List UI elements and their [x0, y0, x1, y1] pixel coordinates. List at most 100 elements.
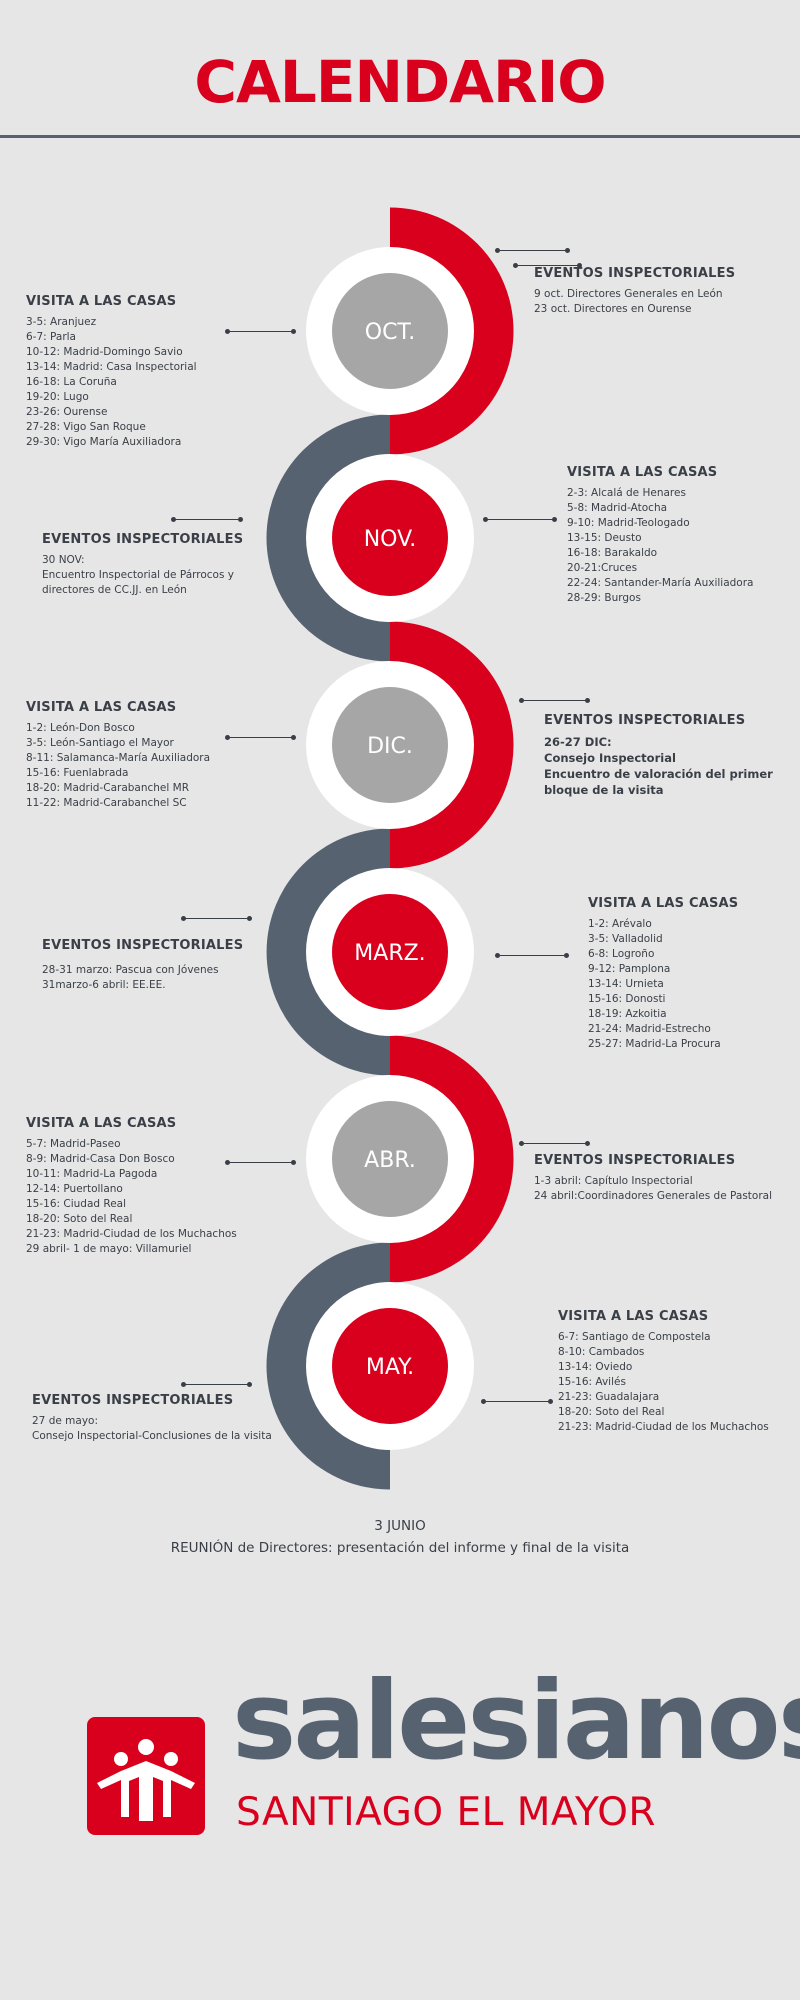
- entry-line: 31marzo-6 abril: EE.EE.: [42, 979, 166, 991]
- month-disc: [332, 480, 448, 596]
- left-entry-3: EVENTOS INSPECTORIALES 28-31 marzo: Pascu…: [42, 938, 342, 993]
- entry-line: bloque de la visita: [544, 783, 664, 797]
- entry-line: 15-16: Fuenlabrada: [26, 767, 129, 779]
- entry-line: 6-7: Parla: [26, 331, 76, 343]
- entry-heading: EVENTOS INSPECTORIALES: [32, 1393, 234, 1408]
- entry-line: Encuentro Inspectorial de Párrocos y: [42, 569, 234, 581]
- left-entry-2: VISITA A LAS CASAS 1-2: León-Don Bosco 3-5…: [26, 700, 326, 811]
- entry-line: 10-11: Madrid-La Pagoda: [26, 1168, 158, 1180]
- entry-line: 16-18: Barakaldo: [567, 547, 658, 559]
- right-entry-5: VISITA A LAS CASAS 6-7: Santiago de Compo…: [558, 1309, 800, 1435]
- entry-line: 1-3 abril: Capítulo Inspectorial: [534, 1175, 693, 1187]
- entry-line: 28-29: Burgos: [567, 592, 641, 604]
- logo-subtitle: SANTIAGO EL MAYOR: [236, 1790, 657, 1835]
- connector-line: [225, 735, 296, 740]
- entry-line: 3-5: Valladolid: [588, 933, 663, 945]
- entry-line: 10-12: Madrid-Domingo Savio: [26, 346, 183, 358]
- connector-line: [513, 263, 582, 268]
- month-label: MARZ.: [354, 941, 425, 966]
- entry-line: 18-20: Soto del Real: [558, 1406, 665, 1418]
- entry-line: 24 abril:Coordinadores Generales de Past…: [534, 1190, 772, 1202]
- entry-line: 15-16: Donosti: [588, 993, 666, 1005]
- entry-line: 1-2: Arévalo: [588, 918, 652, 930]
- right-entry-2: EVENTOS INSPECTORIALES 26-27 DIC: Consejo …: [544, 713, 800, 798]
- entry-heading: EVENTOS INSPECTORIALES: [534, 1153, 736, 1168]
- entry-line: 8-11: Salamanca-María Auxiliadora: [26, 752, 211, 764]
- closing-text: REUNIÓN de Directores: presentación del …: [170, 1540, 630, 1556]
- entry-heading: VISITA A LAS CASAS: [558, 1309, 709, 1324]
- left-entry-1: EVENTOS INSPECTORIALES 30 NOV: Encuentro I…: [42, 532, 342, 598]
- entry-line: 9 oct. Directores Generales en León: [534, 288, 723, 300]
- connector-line: [181, 1382, 252, 1387]
- entry-line: 23-26: Ourense: [26, 406, 108, 418]
- entry-line: 25-27: Madrid-La Procura: [588, 1038, 721, 1050]
- month-disc: [332, 894, 448, 1010]
- right-entry-4: EVENTOS INSPECTORIALES 1-3 abril: Capítul…: [534, 1153, 800, 1204]
- entry-line: 9-12: Pamplona: [588, 963, 671, 975]
- page-title: CALENDARIO: [194, 48, 606, 116]
- entry-line: 11-22: Madrid-Carabanchel SC: [26, 797, 187, 809]
- entry-line: 6-8: Logroño: [588, 948, 655, 960]
- month-disc: [332, 1101, 448, 1217]
- entry-line: 15-16: Ciudad Real: [26, 1198, 127, 1210]
- entry-line: 18-20: Soto del Real: [26, 1213, 133, 1225]
- entry-line: 9-10: Madrid-Teologado: [567, 517, 690, 529]
- entry-line: 13-14: Madrid: Casa Inspectorial: [26, 361, 197, 373]
- entry-line: 20-21:Cruces: [567, 562, 638, 574]
- entry-line: 1-2: León-Don Bosco: [26, 722, 135, 734]
- month-label: ABR.: [364, 1148, 416, 1173]
- entry-line: 26-27 DIC:: [544, 735, 612, 749]
- entry-line: 6-7: Santiago de Compostela: [558, 1331, 711, 1343]
- entry-heading: VISITA A LAS CASAS: [26, 1116, 177, 1131]
- entry-line: 21-23: Guadalajara: [558, 1391, 660, 1403]
- entry-line: 21-23: Madrid-Ciudad de los Muchachos: [558, 1421, 769, 1433]
- connector-line: [495, 953, 569, 958]
- entry-line: Encuentro de valoración del primer: [544, 767, 773, 781]
- entry-line: 21-23: Madrid-Ciudad de los Muchachos: [26, 1228, 237, 1240]
- connector-line: [481, 1399, 553, 1404]
- salesianos-logo-icon: [87, 1717, 205, 1835]
- entry-line: 5-7: Madrid-Paseo: [26, 1138, 121, 1150]
- month-disc: [332, 273, 448, 389]
- right-entry-1: VISITA A LAS CASAS 2-3: Alcalá de Henares…: [567, 465, 800, 606]
- entry-line: 27 de mayo:: [32, 1415, 98, 1427]
- closing-date: 3 JUNIO: [374, 1518, 426, 1534]
- connector-line: [495, 248, 570, 253]
- entry-line: 23 oct. Directores en Ourense: [534, 303, 692, 315]
- month-disc: [332, 687, 448, 803]
- entry-heading: VISITA A LAS CASAS: [567, 465, 718, 480]
- left-entry-5: EVENTOS INSPECTORIALES 27 de mayo: Consejo…: [32, 1393, 332, 1444]
- logo-wordmark: salesianos: [232, 1659, 800, 1784]
- entry-heading: EVENTOS INSPECTORIALES: [534, 266, 736, 281]
- entry-line: 27-28: Vigo San Roque: [26, 421, 146, 433]
- entry-line: 5-8: Madrid-Atocha: [567, 502, 668, 514]
- connector-line: [171, 517, 243, 522]
- header-divider: [0, 135, 800, 138]
- left-entry-4: VISITA A LAS CASAS 5-7: Madrid-Paseo 8-9: …: [26, 1116, 326, 1257]
- entry-line: 12-14: Puertollano: [26, 1183, 123, 1195]
- entry-heading: EVENTOS INSPECTORIALES: [42, 532, 244, 547]
- entry-heading: VISITA A LAS CASAS: [588, 896, 739, 911]
- entry-line: 30 NOV:: [42, 554, 85, 566]
- entry-line: 29 abril- 1 de mayo: Villamuriel: [26, 1243, 192, 1255]
- entry-heading: EVENTOS INSPECTORIALES: [544, 713, 746, 728]
- connector-line: [519, 698, 590, 703]
- month-label: OCT.: [365, 320, 416, 345]
- entry-line: 19-20: Lugo: [26, 391, 89, 403]
- connector-line: [225, 329, 296, 334]
- entry-line: 16-18: La Coruña: [26, 376, 117, 388]
- entry-line: 21-24: Madrid-Estrecho: [588, 1023, 711, 1035]
- connector-line: [483, 517, 557, 522]
- connector-line: [181, 916, 252, 921]
- left-entry-0: VISITA A LAS CASAS 3-5: Aranjuez 6-7: Parl…: [26, 294, 326, 450]
- entry-line: 3-5: Aranjuez: [26, 316, 97, 328]
- entry-heading: VISITA A LAS CASAS: [26, 294, 177, 309]
- entry-line: 8-9: Madrid-Casa Don Bosco: [26, 1153, 175, 1165]
- right-entry-0: EVENTOS INSPECTORIALES 9 oct. Directores …: [534, 266, 800, 317]
- entry-line: 18-20: Madrid-Carabanchel MR: [26, 782, 190, 794]
- month-label: MAY.: [366, 1355, 414, 1380]
- entry-line: 22-24: Santander-María Auxiliadora: [567, 577, 754, 589]
- entry-line: 15-16: Avilés: [558, 1376, 626, 1388]
